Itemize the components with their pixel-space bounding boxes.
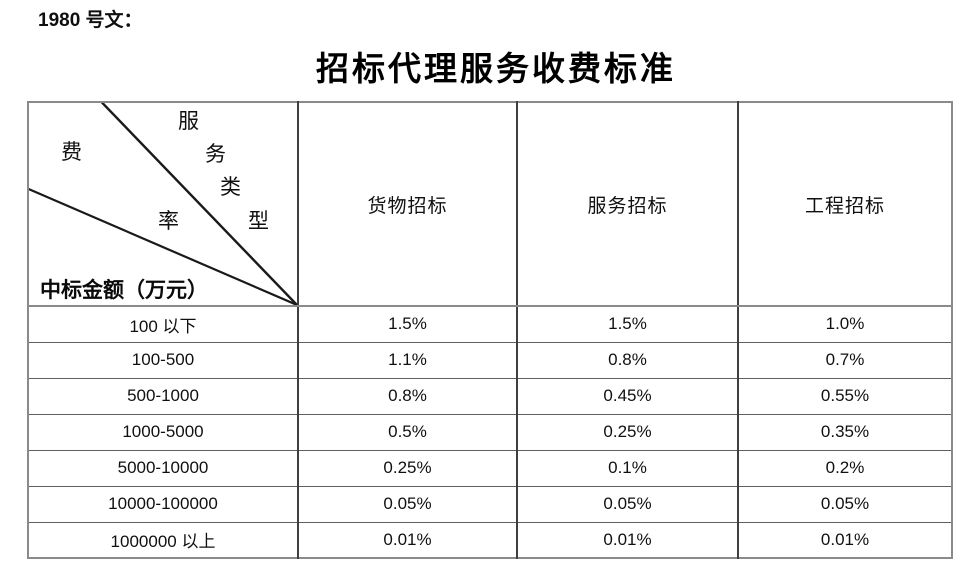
row-range-cell: 1000000 以上 — [27, 521, 299, 559]
row-axis-label: 中标金额（万元） — [40, 278, 208, 302]
diagonal-divider-lines — [29, 103, 297, 304]
fee-value-cell: 0.01% — [297, 521, 518, 559]
fee-value-cell: 1.0% — [737, 305, 953, 343]
doc-number: 1980 号文： — [38, 10, 143, 31]
table-header-row: 服 务 类 型 费 率 中标金额（万元） 货物招标 服务招标 工程招标 — [27, 101, 953, 307]
corner-column-axis-char: 型 — [248, 209, 269, 233]
page-title: 招标代理服务收费标准 — [316, 52, 676, 88]
corner-rate-axis-char: 费 — [61, 140, 82, 164]
row-range-cell: 100 以下 — [27, 305, 299, 343]
fee-value-cell: 1.5% — [297, 305, 518, 343]
fee-value-cell: 0.55% — [737, 377, 953, 415]
fee-value-cell: 0.01% — [516, 521, 739, 559]
fee-value-cell: 1.5% — [516, 305, 739, 343]
fee-value-cell: 0.1% — [516, 449, 739, 487]
fee-value-cell: 0.35% — [737, 413, 953, 451]
fee-value-cell: 0.01% — [737, 521, 953, 559]
table-row: 5000-10000 0.25% 0.1% 0.2% — [27, 449, 953, 487]
fee-table: 服 务 类 型 费 率 中标金额（万元） 货物招标 服务招标 工程招标 100 … — [27, 101, 953, 559]
fee-value-cell: 0.8% — [297, 377, 518, 415]
row-range-cell: 5000-10000 — [27, 449, 299, 487]
table-row: 1000000 以上 0.01% 0.01% 0.01% — [27, 521, 953, 559]
table-row: 1000-5000 0.5% 0.25% 0.35% — [27, 413, 953, 451]
corner-column-axis-char: 服 — [178, 109, 199, 133]
fee-value-cell: 1.1% — [297, 341, 518, 379]
column-header-engineering: 工程招标 — [737, 101, 953, 307]
table-row: 500-1000 0.8% 0.45% 0.55% — [27, 377, 953, 415]
table-row: 100-500 1.1% 0.8% 0.7% — [27, 341, 953, 379]
fee-value-cell: 0.05% — [737, 485, 953, 523]
corner-column-axis-char: 类 — [220, 175, 241, 199]
table-row: 100 以下 1.5% 1.5% 1.0% — [27, 305, 953, 343]
fee-value-cell: 0.05% — [516, 485, 739, 523]
corner-header-cell: 服 务 类 型 费 率 中标金额（万元） — [27, 101, 299, 307]
fee-value-cell: 0.25% — [297, 449, 518, 487]
fee-value-cell: 0.2% — [737, 449, 953, 487]
fee-value-cell: 0.05% — [297, 485, 518, 523]
fee-value-cell: 0.25% — [516, 413, 739, 451]
corner-column-axis-char: 务 — [205, 142, 226, 166]
row-range-cell: 1000-5000 — [27, 413, 299, 451]
column-header-services: 服务招标 — [516, 101, 739, 307]
corner-rate-axis-char: 率 — [158, 209, 179, 233]
row-range-cell: 100-500 — [27, 341, 299, 379]
column-header-goods: 货物招标 — [297, 101, 518, 307]
row-range-cell: 500-1000 — [27, 377, 299, 415]
table-row: 10000-100000 0.05% 0.05% 0.05% — [27, 485, 953, 523]
fee-value-cell: 0.7% — [737, 341, 953, 379]
fee-value-cell: 0.45% — [516, 377, 739, 415]
row-range-cell: 10000-100000 — [27, 485, 299, 523]
fee-value-cell: 0.8% — [516, 341, 739, 379]
fee-value-cell: 0.5% — [297, 413, 518, 451]
